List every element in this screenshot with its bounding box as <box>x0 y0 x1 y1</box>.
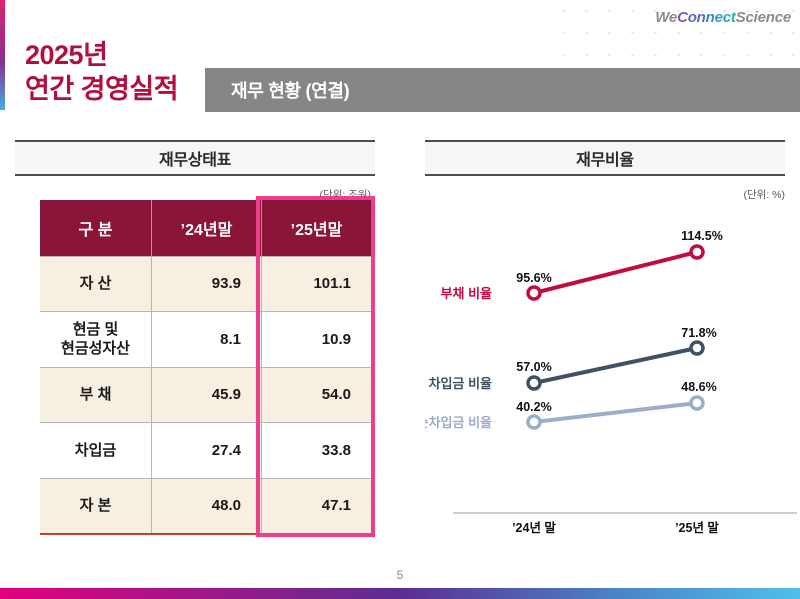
ratio-chart-title-text: 재무비율 <box>576 152 634 169</box>
row-borrowings-label: 차입금 <box>40 422 151 478</box>
net-borrowings-ratio-value-24: 40.2% <box>516 400 551 414</box>
debt-ratio-series-label: 부채 비율 <box>441 286 492 301</box>
borrowings-ratio-value-25: 71.8% <box>681 326 716 340</box>
row-equity-label: 자 본 <box>40 477 151 533</box>
borrowings-ratio-series-label: 차입금 비율 <box>429 376 492 391</box>
row-equity-y24: 48.0 <box>151 477 261 533</box>
debt-ratio-marker-25 <box>689 244 705 260</box>
x-label-year24: ’24년 말 <box>512 521 556 535</box>
x-label-year25: ’25년 말 <box>675 521 719 535</box>
row-assets-label: 자 산 <box>40 255 151 311</box>
debt-ratio-value-25: 114.5% <box>681 229 723 243</box>
logo-we: We <box>655 9 678 26</box>
table-header-category: 구 분 <box>40 200 151 256</box>
balance-sheet-title-text: 재무상태표 <box>158 152 232 169</box>
row-liabilities-label: 부 채 <box>40 366 151 422</box>
balance-sheet-table: 구 분 ’24년말 ’25년말 자 산 93.9 101.1 현금 및 현금성자… <box>40 200 371 535</box>
net-borrowings-ratio-value-25: 48.6% <box>681 380 716 394</box>
section-header-bar: 재무 현황 (연결) <box>205 68 800 112</box>
section-header-title: 재무 현황 (연결) <box>231 81 350 101</box>
slide-title-line1: 2025년 <box>25 40 108 70</box>
bottom-gradient-bar <box>0 588 800 599</box>
net-borrowings-ratio-series-label: 순차입금 비율 <box>425 415 492 430</box>
slide-title: 2025년 연간 경영실적 <box>25 38 179 106</box>
row-cash-y25: 10.9 <box>261 311 371 367</box>
dot-mesh-decoration <box>552 0 800 68</box>
logo-science: Science <box>735 9 792 26</box>
balance-sheet-title: 재무상태표 <box>15 140 375 176</box>
financial-ratio-line-chart: 95.6% 114.5% 부채 비율 57.0% 71.8% 차입금 비율 40… <box>425 229 797 535</box>
borrowings-ratio-marker-25 <box>689 340 705 356</box>
row-liabilities-y24: 45.9 <box>151 366 261 422</box>
company-logo: WeConnectScience <box>655 9 791 26</box>
net-borrowings-ratio-marker-24 <box>526 414 542 430</box>
table-header-y24: ’24년말 <box>151 200 261 256</box>
row-borrowings-y24: 27.4 <box>151 422 261 478</box>
page-number: 5 <box>396 568 404 582</box>
row-cash-label: 현금 및 현금성자산 <box>40 311 151 367</box>
debt-ratio-line <box>533 250 698 295</box>
borrowings-ratio-value-24: 57.0% <box>516 360 551 374</box>
row-assets-y24: 93.9 <box>151 255 261 311</box>
ratio-chart-title: 재무비율 <box>425 140 785 176</box>
row-assets-y25: 101.1 <box>261 255 371 311</box>
logo-connect: Connect <box>677 9 736 26</box>
table-header-y25: ’25년말 <box>261 200 371 256</box>
ratio-chart-unit-note: (단위: %) <box>743 189 785 201</box>
slide-title-line2: 연간 경영실적 <box>25 74 179 104</box>
borrowings-ratio-marker-24 <box>526 375 542 391</box>
row-equity-y25: 47.1 <box>261 477 371 533</box>
debt-ratio-value-24: 95.6% <box>516 271 551 285</box>
accent-gradient-bar <box>0 0 5 110</box>
net-borrowings-ratio-line <box>533 401 698 424</box>
debt-ratio-marker-24 <box>526 285 542 301</box>
borrowings-ratio-line <box>533 346 698 385</box>
net-borrowings-ratio-marker-25 <box>689 395 705 411</box>
row-borrowings-y25: 33.8 <box>261 422 371 478</box>
row-liabilities-y25: 54.0 <box>261 366 371 422</box>
row-cash-y24: 8.1 <box>151 311 261 367</box>
